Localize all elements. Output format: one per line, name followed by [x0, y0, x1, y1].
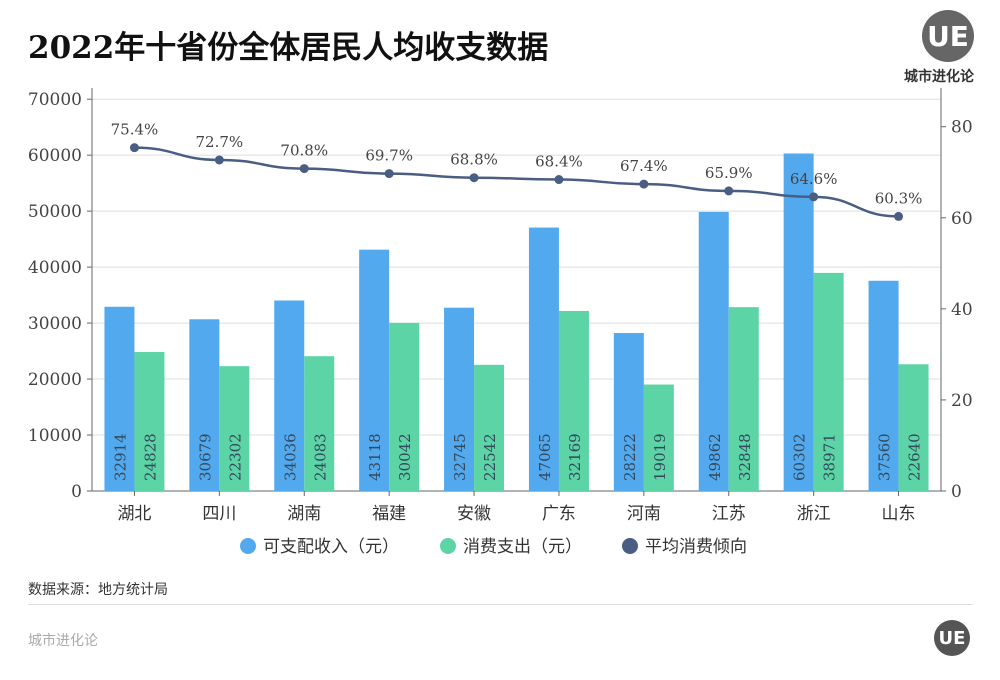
- line-point-label: 60.3%: [875, 189, 923, 207]
- footer-logo: UE: [934, 620, 970, 656]
- x-tick-label: 安徽: [457, 504, 491, 524]
- spending-bar: [474, 364, 505, 491]
- chart-title: 2022年十省份全体居民人均收支数据: [28, 30, 549, 66]
- spending-bar: [304, 356, 335, 491]
- data-source: 数据来源：地方统计局: [28, 582, 168, 598]
- spending-bar-label: 32848: [736, 433, 754, 481]
- line-point: [809, 192, 819, 202]
- brand-name: 城市进化论: [904, 69, 974, 85]
- footer-brand: 城市进化论: [28, 633, 98, 649]
- y-right-tick-label: 40: [951, 300, 973, 320]
- income-bar-label: 34036: [281, 433, 299, 481]
- spending-bar-label: 24828: [141, 433, 159, 481]
- brand-logo: UE: [922, 10, 974, 62]
- line-point: [724, 186, 734, 196]
- line-point-label: 67.4%: [620, 157, 668, 175]
- x-tick-label: 福建: [372, 504, 406, 524]
- y-left-tick-label: 70000: [28, 90, 82, 110]
- income-bar-label: 37560: [876, 433, 894, 481]
- income-bar: [783, 153, 814, 491]
- x-tick-label: 四川: [202, 504, 236, 524]
- line-point: [299, 164, 309, 174]
- spending-bar-label: 22542: [481, 433, 499, 481]
- divider: [28, 604, 973, 605]
- spending-bar-label: 22302: [226, 433, 244, 481]
- y-right-tick-label: 80: [951, 118, 973, 138]
- line-point-label: 75.4%: [111, 121, 159, 139]
- y-left-tick-label: 40000: [28, 258, 82, 278]
- line-point: [469, 173, 479, 183]
- income-bar-label: 43118: [366, 433, 384, 481]
- x-tick-label: 湖北: [117, 504, 151, 524]
- spending-bar-label: 38971: [821, 433, 839, 481]
- spending-bar: [813, 272, 844, 491]
- line-point: [554, 175, 564, 185]
- y-left-tick-label: 10000: [28, 426, 82, 446]
- income-bar: [359, 249, 390, 491]
- income-bar-label: 47065: [536, 433, 554, 481]
- line-point-label: 72.7%: [196, 133, 244, 151]
- legend-label: 消费支出（元）: [463, 537, 582, 557]
- income-bar-label: 32745: [451, 433, 469, 481]
- spending-bar: [389, 322, 420, 491]
- income-bar: [613, 333, 644, 491]
- line-point-label: 68.4%: [535, 153, 583, 171]
- x-tick-label: 湖南: [287, 504, 321, 524]
- income-bar: [528, 227, 559, 491]
- line-point-label: 64.6%: [790, 170, 838, 188]
- line-point-label: 70.8%: [280, 142, 328, 160]
- x-tick-label: 江苏: [712, 504, 746, 524]
- line-point-label: 65.9%: [705, 164, 753, 182]
- consumption-line: [134, 146, 899, 218]
- line-point: [214, 155, 224, 165]
- legend-label: 可支配收入（元）: [263, 537, 399, 557]
- spending-bar-label: 32169: [566, 433, 584, 481]
- income-bar-label: 30679: [196, 433, 214, 481]
- y-left-tick-label: 20000: [28, 370, 82, 390]
- x-tick-label: 山东: [882, 504, 916, 524]
- y-left-tick-label: 60000: [28, 146, 82, 166]
- spending-bar-label: 24083: [311, 433, 329, 481]
- x-tick-label: 广东: [542, 504, 576, 524]
- income-bar: [698, 211, 729, 491]
- line-point: [384, 169, 394, 179]
- line-point: [639, 179, 649, 189]
- income-bar: [444, 307, 475, 491]
- y-left-tick-label: 30000: [28, 314, 82, 334]
- legend-marker: [440, 538, 456, 554]
- spending-bar-label: 19019: [651, 433, 669, 481]
- income-bar-label: 49862: [706, 433, 724, 481]
- income-bar: [189, 319, 220, 491]
- y-right-tick-label: 20: [951, 391, 973, 411]
- y-right-tick-label: 60: [951, 209, 973, 229]
- legend-marker: [622, 538, 638, 554]
- x-tick-label: 河南: [627, 504, 661, 524]
- income-bar: [274, 300, 305, 491]
- income-bar-label: 28222: [621, 433, 639, 481]
- line-point: [894, 211, 904, 221]
- spending-bar-label: 30042: [396, 433, 414, 481]
- income-bar-label: 32914: [111, 433, 129, 481]
- spending-bar: [643, 384, 674, 491]
- income-bar: [868, 280, 899, 491]
- y-right-tick-label: 0: [951, 482, 962, 502]
- chart: 0 10000 20000 30000 40000 50000 60000 70000 0 20 4…: [28, 88, 973, 557]
- spending-bar: [728, 307, 759, 491]
- y-left-tick-label: 0: [71, 482, 82, 502]
- spending-bar-label: 22640: [906, 433, 924, 481]
- legend-label: 平均消费倾向: [645, 537, 747, 557]
- line-point-label: 68.8%: [450, 151, 498, 169]
- income-bar: [104, 306, 135, 491]
- x-tick-label: 浙江: [797, 504, 831, 524]
- spending-bar: [558, 310, 589, 491]
- spending-bar: [898, 364, 929, 491]
- line-point: [129, 143, 139, 153]
- spending-bar: [219, 366, 250, 491]
- legend-marker: [240, 538, 256, 554]
- line-point-label: 69.7%: [365, 147, 413, 165]
- spending-bar: [134, 352, 165, 491]
- income-bar-label: 60302: [791, 433, 809, 481]
- y-left-tick-label: 50000: [28, 202, 82, 222]
